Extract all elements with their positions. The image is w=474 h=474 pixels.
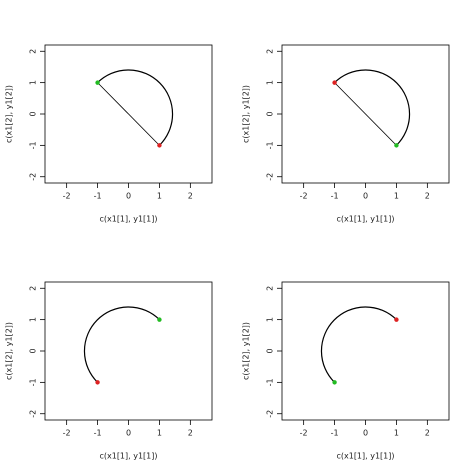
y-tick-label: 2 <box>29 286 38 291</box>
point <box>332 80 337 85</box>
x-tick-label: 0 <box>126 429 131 438</box>
arc <box>320 306 397 383</box>
y-tick-label: 2 <box>29 49 38 54</box>
y-tick-label: 2 <box>266 286 275 291</box>
x-tick-label: -1 <box>94 192 102 201</box>
segment <box>334 82 397 146</box>
x-tick-label: 0 <box>363 429 368 438</box>
panel: -2 -1 0 1 2 -2 -1 0 1 2 c(x1[1], y1[1]) c(x1[2], y1… <box>5 281 213 461</box>
panel: -2 -1 0 1 2 -2 -1 0 1 2 c(x1[1], y1[1]) c(x1[2], y1… <box>242 281 450 461</box>
x-tick-label: 0 <box>363 192 368 201</box>
x-tick-label: -2 <box>300 429 308 438</box>
x-tick-label: 2 <box>188 429 193 438</box>
point <box>95 80 100 85</box>
y-tick-label: 1 <box>29 80 38 85</box>
x-tick-label: -2 <box>300 192 308 201</box>
point <box>332 380 337 385</box>
y-tick-label: 0 <box>29 348 38 353</box>
y-tick-label: 0 <box>266 111 275 116</box>
x-axis-label: c(x1[1], y1[1]) <box>99 215 157 224</box>
x-tick-label: 2 <box>425 192 430 201</box>
y-tick-label: -2 <box>266 173 275 181</box>
point <box>157 317 162 322</box>
point <box>394 143 399 148</box>
x-tick-label: -1 <box>331 192 339 201</box>
x-tick-label: 1 <box>157 429 162 438</box>
x-tick-label: 1 <box>394 192 399 201</box>
y-axis-label: c(x1[2], y1[2]) <box>242 85 251 143</box>
x-tick-label: -1 <box>94 429 102 438</box>
point <box>394 317 399 322</box>
panel: -2 -1 0 1 2 -2 -1 0 1 2 c(x1[1], y1[1]) c(x1[2], y1… <box>242 44 450 224</box>
x-tick-label: 0 <box>126 192 131 201</box>
x-tick-label: 1 <box>157 192 162 201</box>
x-tick-label: -1 <box>331 429 339 438</box>
x-axis-label: c(x1[1], y1[1]) <box>336 452 394 461</box>
x-tick-label: -2 <box>63 429 71 438</box>
y-axis-label: c(x1[2], y1[2]) <box>5 322 14 380</box>
y-tick-label: -1 <box>266 141 275 149</box>
point <box>157 143 162 148</box>
y-tick-label: -2 <box>29 410 38 418</box>
arc <box>334 69 411 146</box>
y-tick-label: 0 <box>29 111 38 116</box>
segment <box>97 82 160 146</box>
plot-box <box>44 281 213 421</box>
y-tick-label: -1 <box>29 141 38 149</box>
y-tick-label: -1 <box>266 378 275 386</box>
y-tick-label: 2 <box>266 49 275 54</box>
y-tick-label: 0 <box>266 348 275 353</box>
y-tick-label: -2 <box>29 173 38 181</box>
x-tick-label: 1 <box>394 429 399 438</box>
y-axis-label: c(x1[2], y1[2]) <box>5 85 14 143</box>
point <box>95 380 100 385</box>
arc <box>83 306 160 383</box>
y-tick-label: -2 <box>266 410 275 418</box>
x-axis-label: c(x1[1], y1[1]) <box>336 215 394 224</box>
plot-box <box>281 281 450 421</box>
panel: -2 -1 0 1 2 -2 -1 0 1 2 c(x1[1], y1[1]) c(x1[2], y1… <box>5 44 213 224</box>
x-axis-label: c(x1[1], y1[1]) <box>99 452 157 461</box>
y-tick-label: 1 <box>266 317 275 322</box>
y-axis-label: c(x1[2], y1[2]) <box>242 322 251 380</box>
y-tick-label: 1 <box>29 317 38 322</box>
x-tick-label: 2 <box>188 192 193 201</box>
x-tick-label: -2 <box>63 192 71 201</box>
y-tick-label: 1 <box>266 80 275 85</box>
arc <box>97 69 174 146</box>
x-tick-label: 2 <box>425 429 430 438</box>
y-tick-label: -1 <box>29 378 38 386</box>
